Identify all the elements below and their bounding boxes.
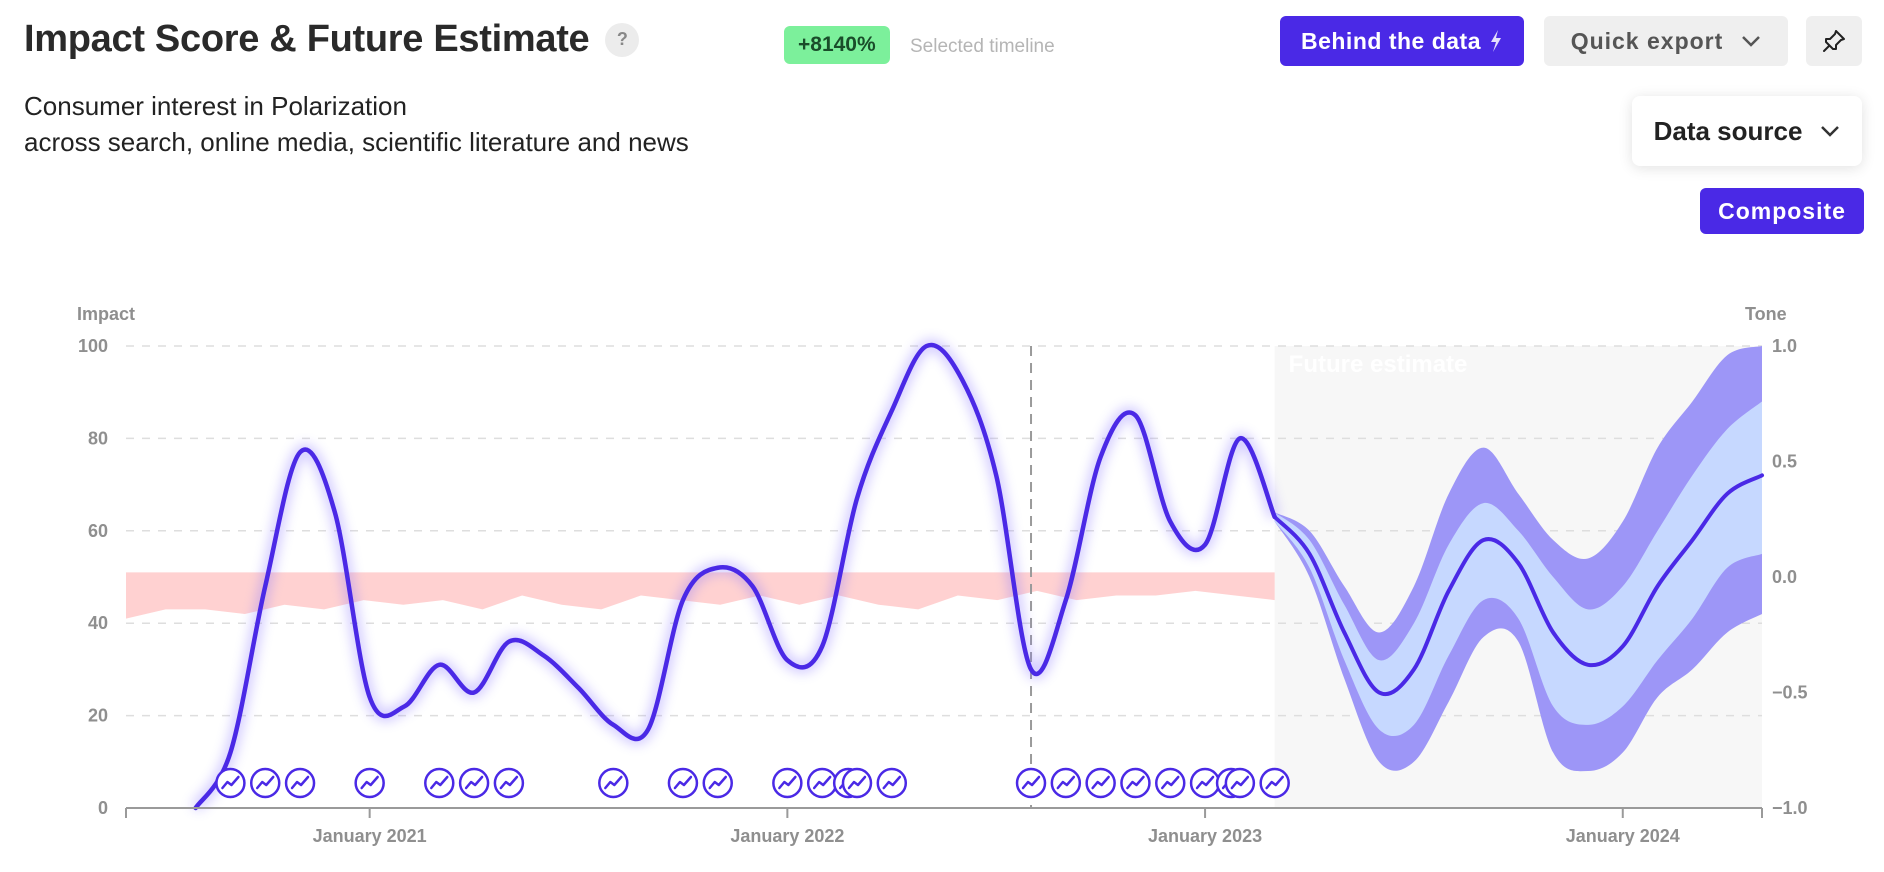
trend-icon-stroke [1265, 775, 1284, 790]
trend-icon-stroke [1021, 775, 1041, 790]
trend-icon-stroke [1195, 775, 1215, 790]
trend-icon-stroke [221, 775, 240, 790]
event-marker [284, 767, 316, 799]
forecast-inner-band [1274, 401, 1762, 737]
event-marker [424, 767, 455, 799]
x-tick-label: January 2021 [313, 826, 427, 846]
y2-tick-label: 0.0 [1772, 567, 1797, 587]
help-icon[interactable]: ? [605, 22, 640, 57]
trend-icon-stroke [882, 775, 902, 790]
trend-icon-stroke [1230, 775, 1250, 790]
chart-subtitle: Consumer interest in Polarization across… [24, 88, 689, 160]
y2-tick-label: 1.0 [1772, 336, 1797, 356]
growth-caption: Selected timeline [910, 36, 1055, 57]
event-marker [1224, 767, 1256, 799]
quick-export-button[interactable]: Quick export [1544, 16, 1788, 66]
event-marker [458, 767, 490, 799]
event-marker [215, 767, 246, 799]
event-marker [1085, 767, 1116, 799]
trend-icon-stroke [290, 775, 310, 790]
event-marker [1050, 767, 1082, 799]
trend-icon-stroke [673, 775, 693, 790]
trend-icon-stroke [1126, 775, 1145, 790]
behind-the-data-label: Behind the data [1300, 27, 1481, 54]
trend-icon-stroke [1056, 775, 1076, 790]
event-marker [806, 767, 838, 799]
lightning-icon [1491, 30, 1501, 52]
event-marker [598, 767, 629, 799]
x-tick-label: January 2023 [1148, 826, 1262, 846]
trend-icon-stroke [604, 775, 623, 790]
y-tick-label: 60 [88, 521, 108, 541]
event-marker [1189, 767, 1221, 799]
event-marker [493, 767, 525, 799]
y2-tick-label: 0.5 [1772, 452, 1797, 472]
event-marker [667, 767, 699, 799]
behind-the-data-button[interactable]: Behind the data [1280, 16, 1524, 66]
future-estimate-label: Future estimate [1289, 351, 1468, 378]
data-source-dropdown[interactable]: Data source [1632, 96, 1862, 166]
trend-icon-stroke [499, 775, 519, 790]
event-marker [702, 767, 733, 799]
event-marker [841, 767, 873, 799]
y2-axis-title: Tone [1745, 304, 1787, 324]
x-tick-label: January 2022 [730, 826, 844, 846]
y-tick-label: 80 [88, 428, 108, 448]
chevron-down-icon [1742, 36, 1761, 47]
trend-icon-stroke [464, 775, 484, 790]
y-tick-label: 40 [88, 613, 108, 633]
event-marker [876, 767, 908, 799]
forecast-line [1272, 473, 1764, 696]
tone-band [126, 572, 1275, 619]
event-marker [1015, 767, 1047, 799]
event-marker [772, 767, 803, 799]
event-marker [1259, 767, 1290, 799]
trend-icon-stroke [255, 775, 275, 790]
y-tick-label: 0 [98, 798, 108, 818]
quick-export-label: Quick export [1570, 27, 1724, 54]
growth-badge: +8140% [784, 26, 890, 64]
composite-button[interactable]: Composite [1700, 188, 1864, 234]
y-axis-title: Impact [77, 304, 135, 324]
x-tick-label: January 2024 [1566, 826, 1680, 846]
trend-icon-stroke [360, 775, 379, 790]
event-marker [1120, 767, 1151, 799]
page-title: Impact Score & Future Estimate [24, 18, 590, 60]
trend-icon-stroke [1091, 775, 1110, 790]
event-marker [249, 767, 281, 799]
event-marker [1155, 767, 1186, 799]
trend-icon-stroke [778, 775, 797, 790]
y-tick-label: 100 [78, 336, 108, 356]
impact-line [193, 342, 1277, 811]
trend-icon-stroke [847, 775, 867, 790]
y2-tick-label: −1.0 [1772, 798, 1808, 818]
trend-icon-stroke [708, 775, 727, 790]
pin-icon [1823, 30, 1845, 52]
trend-icon-stroke [812, 775, 832, 790]
trend-icon-stroke [1161, 775, 1180, 790]
subtitle-line-2: across search, online media, scientific … [24, 127, 689, 157]
y2-tick-label: −0.5 [1772, 683, 1808, 703]
subtitle-line-1: Consumer interest in Polarization [24, 91, 407, 121]
trend-icon-stroke [430, 775, 449, 790]
chevron-down-icon [1821, 126, 1840, 137]
event-marker [354, 767, 385, 799]
title-row: Impact Score & Future Estimate ? [24, 18, 640, 61]
y-tick-label: 20 [88, 706, 108, 726]
pin-button[interactable] [1806, 16, 1862, 66]
data-source-label: Data source [1653, 115, 1803, 146]
